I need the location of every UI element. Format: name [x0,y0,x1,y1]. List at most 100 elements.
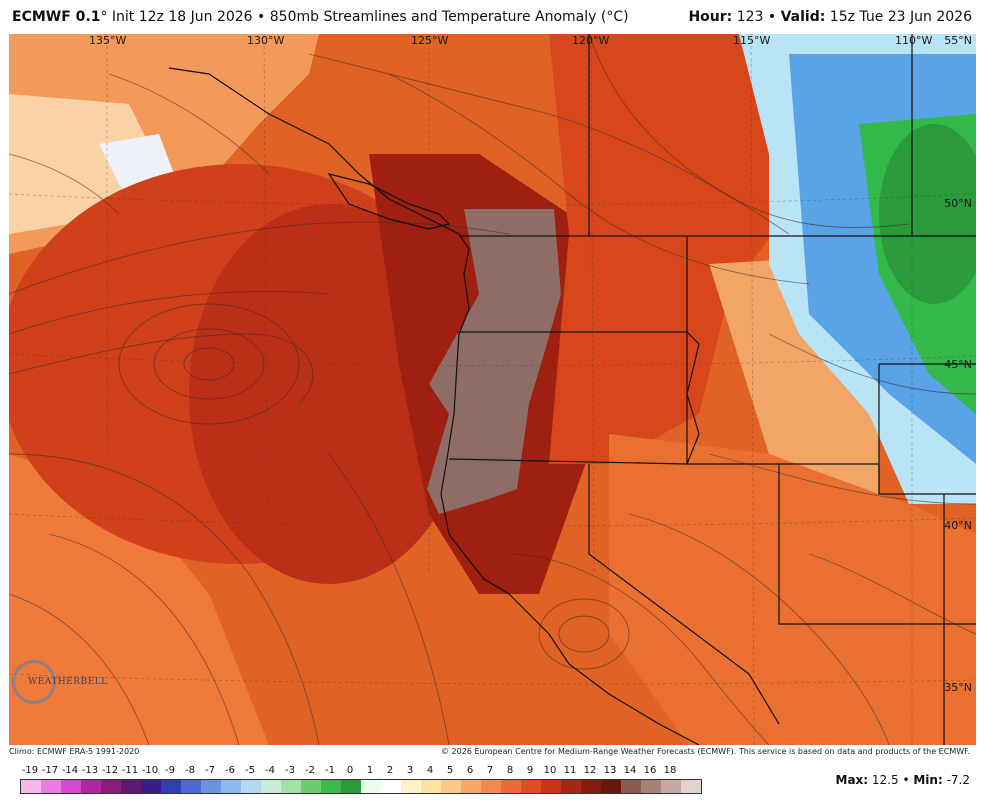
logo-ring-icon [12,660,56,704]
legend-swatch [641,780,661,793]
hour-label: Hour: [688,9,733,25]
legend-swatch [341,780,361,793]
legend-swatch [421,780,441,793]
anomaly-southwest-warm [609,434,976,745]
legend-tick-label: 6 [466,765,474,776]
legend-tick-label: 1 [366,765,374,776]
legend-swatch [201,780,221,793]
legend-swatch [661,780,681,793]
lon-label: 135°W [89,34,127,47]
legend-tick-label: -2 [305,765,315,776]
anomaly-extreme-core [427,209,561,514]
legend-swatch [401,780,421,793]
legend-swatch [561,780,581,793]
streamline [48,533,240,745]
legend-tick-label: -5 [245,765,255,776]
legend-tick-label: 3 [406,765,414,776]
legend-swatch [461,780,481,793]
streamline [538,598,630,670]
streamline [153,328,265,400]
legend-tick-label: 18 [663,765,677,776]
anomaly-coldest-ne [879,124,976,304]
meridian-line [263,34,268,515]
legend-swatch [481,780,501,793]
streamline [118,303,300,425]
legend-tick-label: 12 [583,765,597,776]
legend-swatch [121,780,141,793]
legend-swatch [61,780,81,793]
latlon-grid [9,34,976,745]
product-name: 850mb Streamlines and Temperature Anomal… [269,9,629,25]
california-nevada-border [588,464,780,725]
legend-labels: -19 -17 -14 -13 -12 -11 -10 -9 -8 -7 -6 -5 -4 -3 -2 -1 0… [20,765,700,779]
legend-swatch [621,780,641,793]
streamline [708,453,976,505]
streamline [183,347,235,381]
legend-swatch [601,780,621,793]
lon-label: 115°W [733,34,771,47]
legend-swatch [321,780,341,793]
oregon-border [457,331,700,465]
legend-bar [20,779,702,794]
oregon-california-border [448,458,688,465]
streamline [9,333,314,405]
legend-tick-label: 8 [506,765,514,776]
title: ECMWF 0.1° Init 12z 18 Jun 2026 • 850mb … [12,9,629,25]
legend-swatch [581,780,601,793]
legend-tick-label: -10 [141,765,159,776]
arizona-border [778,464,976,625]
lat-label: 55°N [944,34,972,47]
meridian-line [750,34,755,745]
max-label: Max: [835,773,869,787]
legend-swatch [361,780,381,793]
forecast-map: 135°W 130°W 125°W 120°W 115°W 110°W 55°N… [9,34,976,745]
lon-label: 125°W [411,34,449,47]
streamline [808,553,976,635]
legend-tick-label: 5 [446,765,454,776]
legend-tick-label: -17 [41,765,59,776]
anomaly-inland-warm [549,34,779,464]
streamline [108,73,270,175]
legend-tick-label: 2 [386,765,394,776]
streamline [9,290,330,335]
streamline [9,153,120,215]
lon-label: 110°W [895,34,933,47]
lat-label: 45°N [944,358,972,371]
legend-swatch [161,780,181,793]
streamline [9,453,320,745]
anomaly-pale-nw [9,94,159,234]
legend-tick-label: -9 [165,765,175,776]
parallel-line [9,353,976,366]
header: ECMWF 0.1° Init 12z 18 Jun 2026 • 850mb … [0,0,984,34]
legend-tick-label: 4 [426,765,434,776]
legend-swatch [221,780,241,793]
streamlines [9,34,976,745]
lat-label: 40°N [944,519,972,532]
weatherbell-logo: WEATHERBELL [12,660,107,704]
legend-tick-label: -19 [21,765,39,776]
model-name: ECMWF 0.1 [12,9,101,25]
max-value: 12.5 [871,773,899,787]
legend-tick-label: 13 [603,765,617,776]
legend-tick-label: 11 [563,765,577,776]
legend-tick-label: -8 [185,765,195,776]
legend-swatch [541,780,561,793]
streamline [768,333,976,395]
streamline [328,453,450,745]
streamline [558,615,610,653]
lat-label: 50°N [944,197,972,210]
legend-tick-label: -3 [285,765,295,776]
meridian-line [590,34,595,575]
legend-swatch [41,780,61,793]
legend-tick-label: 0 [346,765,354,776]
valid-time: Hour: 123 • Valid: 15z Tue 23 Jun 2026 [688,9,972,25]
max-min-readout: Max: 12.5 • Min: -7.2 [835,773,971,787]
legend-swatch [21,780,41,793]
legend-swatch [381,780,401,793]
legend-tick-label: 14 [623,765,637,776]
legend-tick-label: -11 [121,765,139,776]
legend-tick-label: -7 [205,765,215,776]
legend-swatch [141,780,161,793]
parallel-line [9,513,976,527]
legend-swatch [681,780,701,793]
